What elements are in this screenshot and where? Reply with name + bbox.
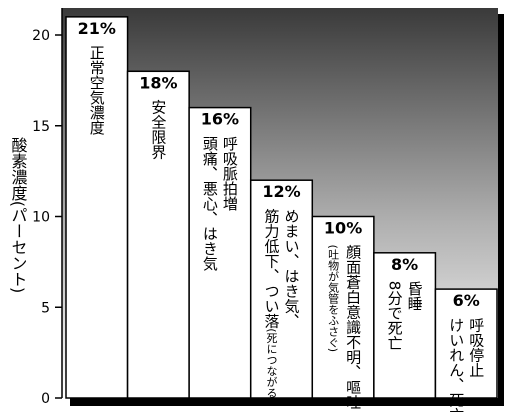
bar-description: けいれん、死亡 [447, 317, 465, 412]
value-label: 8% [391, 255, 418, 274]
description-text: 昏睡 [406, 281, 424, 311]
description-text: 頭痛、悪心、はき気 [201, 136, 219, 272]
value-label: 12% [262, 182, 300, 201]
y-tick-label: 20 [32, 28, 50, 44]
bar-description: (吐物が気管をふさぐ) [327, 245, 340, 353]
description-text: (吐物が気管をふさぐ) [327, 245, 340, 353]
bar-description: 筋力低下、つい落(死につながる) [263, 208, 281, 403]
bar [311, 215, 375, 399]
value-label: 10% [324, 219, 362, 238]
value-label: 21% [78, 19, 116, 38]
y-tick-label: 15 [32, 119, 50, 135]
bar [188, 106, 252, 399]
bar-description: 頭痛、悪心、はき気 [201, 136, 219, 272]
value-label: 6% [453, 291, 480, 310]
bar [126, 70, 190, 399]
bar-description: 8分で死亡 [386, 281, 404, 351]
bar-description: 正常空気濃度 [88, 45, 106, 135]
description-text: 呼吸脈拍増 [221, 136, 239, 211]
description-text: めまい、はき気、 [283, 208, 301, 328]
bar [65, 16, 129, 399]
description-text: (死につながる) [265, 328, 278, 403]
description-text: 筋力低下、つい落 [263, 208, 281, 328]
bar-description: 昏睡 [406, 281, 424, 311]
bar-description: めまい、はき気、 [283, 208, 301, 328]
description-text: 8分で死亡 [386, 281, 404, 351]
y-axis-label: 酸素濃度(パーセント) [9, 137, 28, 293]
y-tick-label: 10 [32, 210, 50, 226]
description-text: 呼吸停止 [467, 317, 485, 377]
bar [249, 179, 314, 399]
value-label: 16% [201, 110, 239, 129]
y-tick-label: 5 [41, 300, 50, 316]
y-tick-label: 0 [41, 391, 50, 407]
description-text: 正常空気濃度 [88, 45, 106, 135]
bar [434, 288, 498, 399]
bar-description: 呼吸脈拍増 [221, 136, 239, 211]
bar-description: 安全限界 [149, 99, 167, 159]
description-text: 安全限界 [149, 99, 167, 159]
description-text: 顔面蒼白意識不明、嘔吐 [344, 245, 362, 410]
bar-description: 呼吸停止 [467, 317, 485, 377]
bar [373, 252, 437, 399]
value-label: 18% [139, 73, 177, 92]
bar-description: 顔面蒼白意識不明、嘔吐 [344, 245, 362, 410]
description-text: けいれん、死亡 [447, 317, 465, 412]
